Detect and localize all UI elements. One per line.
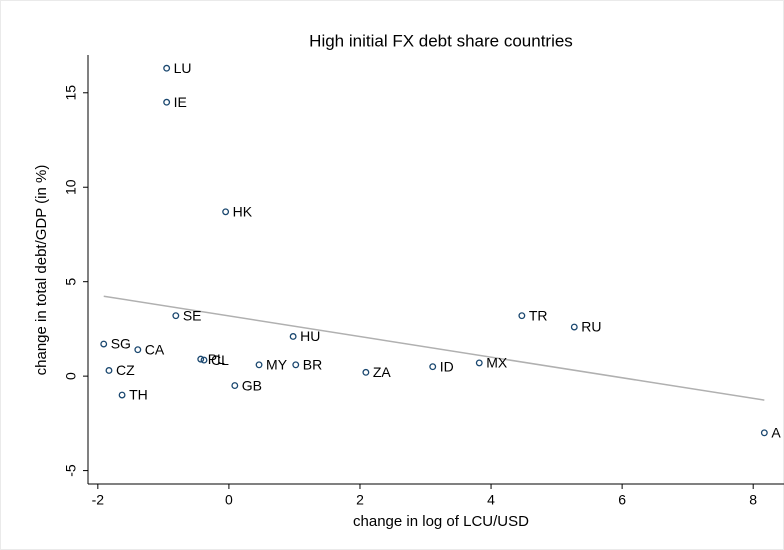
- point-label: MX: [486, 355, 508, 371]
- x-tick-label: 6: [618, 492, 626, 508]
- point: [760, 429, 768, 437]
- point: [222, 208, 230, 216]
- x-tick-label: 8: [749, 492, 757, 508]
- point-label: MY: [266, 357, 288, 373]
- point-label: CL: [211, 352, 229, 368]
- point-label: TR: [529, 307, 548, 323]
- point: [118, 391, 126, 399]
- x-tick-label: 4: [487, 492, 495, 508]
- y-tick-label: 10: [63, 179, 79, 195]
- point-label: A: [771, 425, 781, 441]
- point-label: HK: [233, 203, 253, 219]
- point-label: ID: [440, 358, 454, 374]
- point-label: CA: [145, 341, 165, 357]
- point: [200, 356, 208, 364]
- point-label: ZA: [373, 364, 392, 380]
- point-label: IE: [174, 94, 187, 110]
- point: [197, 355, 205, 363]
- point: [289, 333, 297, 340]
- point-label: BR: [303, 357, 322, 373]
- chart-title: High initial FX debt share countries: [309, 31, 573, 50]
- point: [231, 382, 239, 390]
- point: [475, 359, 483, 367]
- point: [518, 312, 526, 320]
- point-label: GB: [242, 377, 262, 393]
- x-tick-label: 0: [225, 492, 233, 508]
- point-label: LU: [174, 60, 192, 76]
- point: [163, 64, 171, 72]
- point-label: SG: [111, 336, 131, 352]
- point-label: RU: [581, 319, 601, 335]
- point-label: TH: [129, 387, 148, 403]
- y-axis-label: change in total debt/GDP (in %): [33, 165, 50, 376]
- point-label: PL: [208, 351, 225, 367]
- point: [100, 340, 108, 348]
- x-tick-label: 2: [356, 492, 364, 508]
- y-tick-label: -5: [63, 464, 79, 477]
- point: [163, 98, 171, 106]
- point: [429, 363, 437, 371]
- point: [172, 312, 180, 320]
- point: [570, 323, 578, 331]
- y-tick-label: 15: [63, 85, 79, 101]
- point-label: HU: [300, 328, 320, 344]
- x-tick-label: -2: [92, 492, 105, 508]
- x-axis-label: change in log of LCU/USD: [353, 513, 529, 530]
- y-tick-label: 0: [63, 372, 79, 380]
- y-tick-label: 5: [63, 278, 79, 286]
- point: [255, 361, 263, 369]
- point: [105, 367, 113, 374]
- point-label: CZ: [116, 362, 135, 378]
- point: [362, 368, 370, 376]
- point: [292, 361, 300, 369]
- point: [134, 346, 142, 354]
- point-label: SE: [183, 307, 202, 323]
- fit-line: [103, 295, 765, 401]
